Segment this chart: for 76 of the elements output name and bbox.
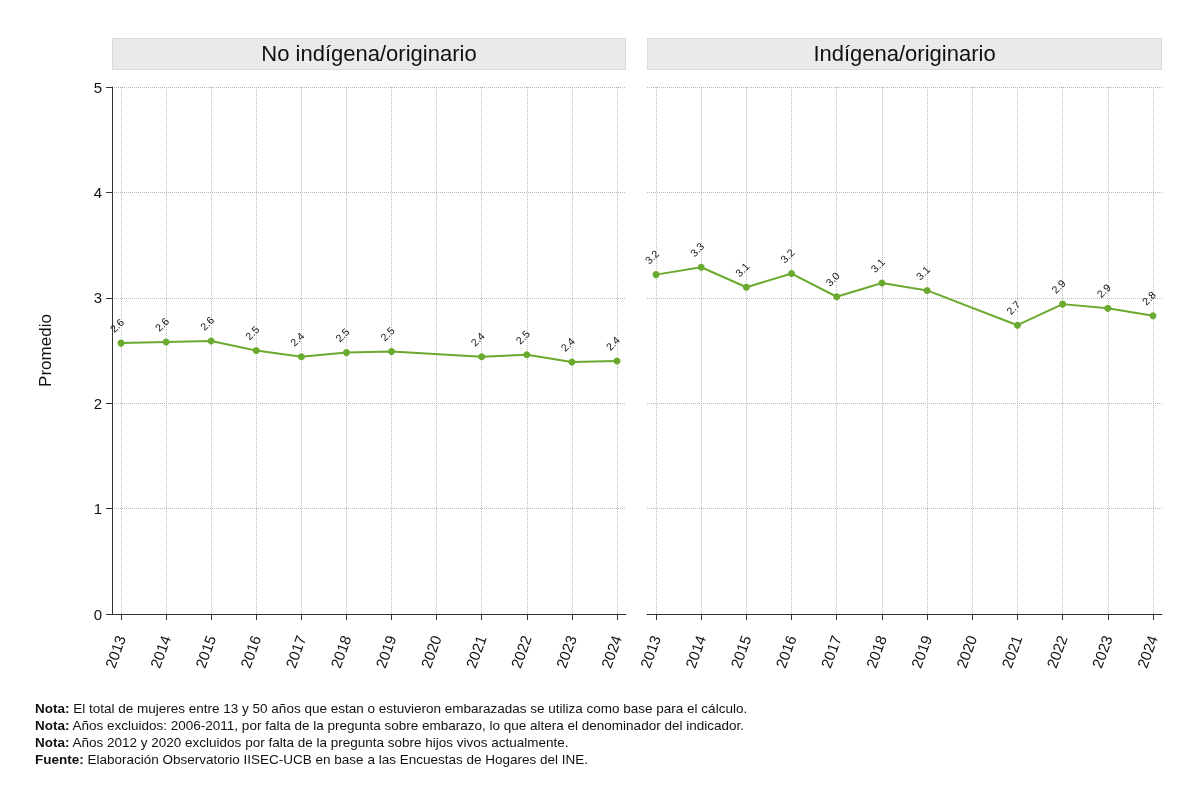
x-tick-label: 2013 [636,633,665,671]
text: Nota: Años excluidos: 2006-2011, por falta de la pregunta sobre embarazo, lo que altera el denominador del indicador. [35,717,745,734]
data-label: 2.6 [153,315,172,334]
y-tick-label: 0 [93,605,102,623]
data-label: 2.4 [468,330,487,349]
x-tick-label: 2021 [462,633,490,671]
data-label: 3.1 [733,260,752,279]
source-note: Fuente: Elaboración Observatorio IISEC-UCB en base a las Encuestas de Hogares del INE. [35,751,589,768]
text: Nota: El total de mujeres entre 13 y 50 años que estan o estuvieron embarazadas se utiliza como base para el cálculo. [35,700,748,717]
point [297,353,305,361]
point [1059,300,1067,308]
point [833,293,841,301]
x-tick-label: 2020 [417,633,445,671]
point [697,263,705,271]
y-tick-label: 4 [93,183,102,201]
point [652,271,660,279]
chart-title: Indígena/originario [647,38,1162,70]
point [478,353,486,361]
y-tick-label: 1 [93,500,102,518]
point [342,349,350,357]
point [1013,321,1021,329]
x-tick-label: 2017 [817,633,845,671]
data-label: 2.4 [604,334,623,353]
y-tick-label: 5 [93,78,102,96]
point [788,270,796,278]
data-label: 2.5 [378,325,397,344]
data-label: 2.6 [108,316,127,335]
x-tick-label: 2013 [101,633,130,671]
x-tick-label: 2016 [772,633,800,671]
text: Nota: Años 2012 y 2020 excluidos por falta de la pregunta sobre hijos vivos actualmente. [35,734,570,751]
x-tick-label: 2019 [372,633,400,671]
x-tick-label: 2024 [597,633,625,671]
x-tick-label: 2023 [552,633,580,671]
data-label: 3.2 [643,248,662,267]
x-tick-label: 2024 [1133,633,1161,671]
point [252,347,260,354]
data-label: 2.5 [243,323,262,343]
data-label: 3.3 [688,240,707,259]
x-tick-label: 2022 [1043,633,1071,671]
point [923,286,931,294]
x-tick-label: 2018 [327,633,355,671]
data-label: 2.6 [198,314,217,333]
x-tick-label: 2023 [1088,633,1116,671]
data-label: 3.1 [914,263,933,283]
data-label: 2.5 [513,328,533,347]
x-tick-label: 2016 [236,633,265,671]
data-label: 2.7 [1004,298,1023,317]
x-tick-label: 2020 [952,633,981,671]
point [742,283,750,291]
point [1149,312,1157,320]
data-label: 3.1 [868,256,888,275]
y-axis-title: Promedio [36,314,55,387]
data-label: 3.2 [778,247,797,266]
y-tick-label: 2 [93,394,102,412]
data-label: 2.9 [1049,277,1068,296]
data-label: 3.0 [823,270,843,289]
data-label: 2.4 [288,330,307,349]
y-tick-label: 3 [93,289,102,307]
chart-title: No indígena/originario [112,38,626,70]
x-tick-label: 2015 [191,633,220,671]
point [1104,304,1112,312]
x-tick-label: 2022 [507,633,535,671]
data-label: 2.9 [1094,281,1114,300]
x-tick-label: 2018 [862,633,890,671]
x-tick-label: 2021 [998,633,1026,671]
data-label: 2.5 [333,326,352,345]
x-tick-label: 2015 [726,633,755,671]
x-tick-label: 2014 [146,633,175,671]
point [523,351,531,359]
x-tick-label: 2017 [281,633,310,671]
data-label: 2.4 [558,335,578,354]
point [388,348,396,356]
point [568,358,576,366]
data-label: 2.8 [1140,289,1159,308]
x-tick-label: 2019 [907,633,936,671]
x-tick-label: 2014 [681,633,710,671]
